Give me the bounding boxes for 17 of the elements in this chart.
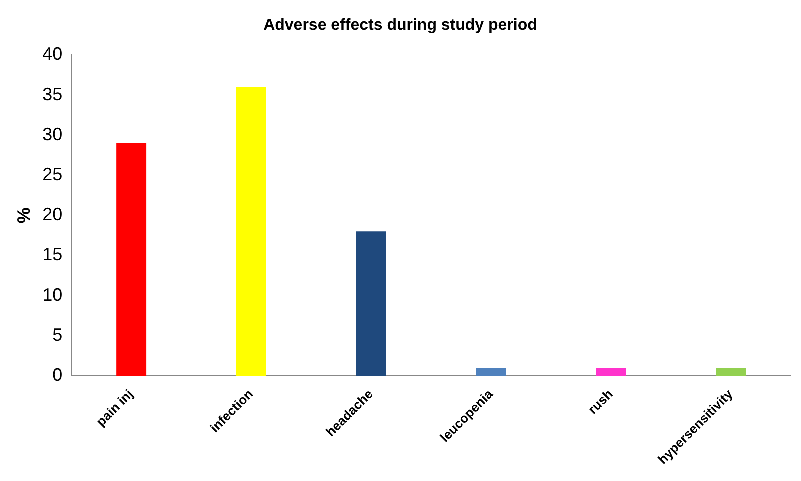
bar [716, 368, 746, 376]
chart-title: Adverse effects during study period [264, 17, 538, 34]
y-axis-title: % [14, 208, 34, 224]
y-tick-label: 20 [42, 204, 63, 225]
y-tick-label: 30 [42, 124, 63, 144]
bar [476, 368, 506, 376]
y-tick-label: 25 [42, 164, 63, 184]
y-tick-label: 35 [42, 84, 63, 104]
y-tick-label: 10 [42, 284, 63, 305]
y-tick-label: 40 [42, 44, 63, 64]
y-tick-label: 5 [52, 324, 63, 345]
bar [596, 368, 626, 376]
bar [236, 87, 266, 376]
bar [116, 143, 147, 376]
y-tick-label: 15 [42, 244, 63, 265]
bar [356, 232, 386, 376]
y-tick-label: 0 [52, 364, 63, 385]
